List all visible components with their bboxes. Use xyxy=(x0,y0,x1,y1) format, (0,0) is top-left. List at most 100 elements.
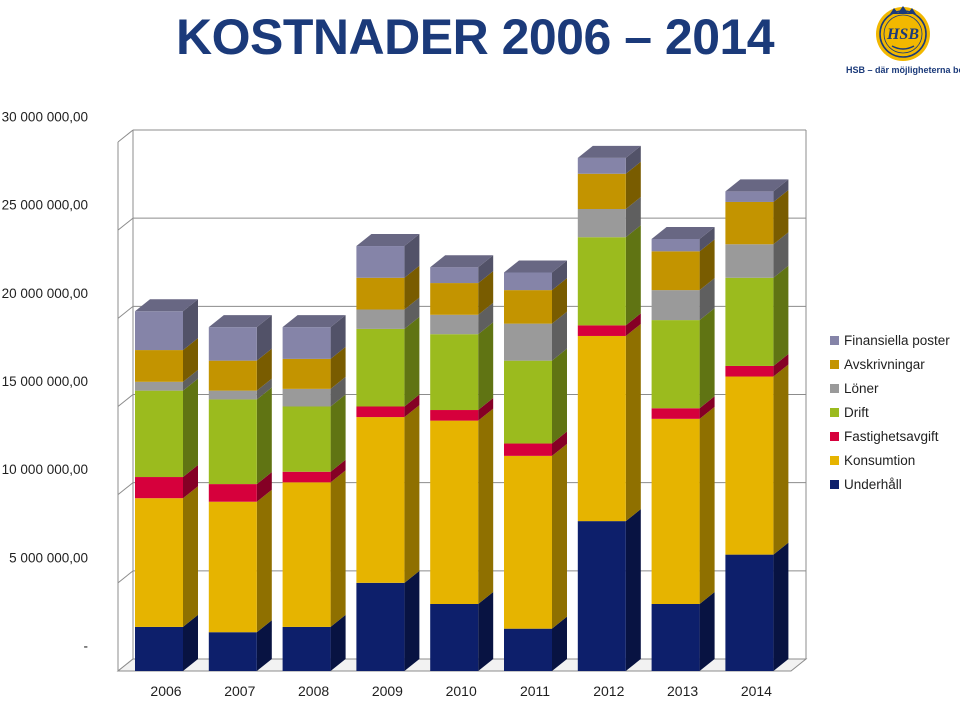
bar-segment-side-drift xyxy=(256,387,272,485)
bar-segment-side-avskrivningar xyxy=(183,338,198,382)
legend-item: Konsumtion xyxy=(830,448,950,472)
bar-segment-side-underh-ll xyxy=(183,614,198,671)
x-tick-label: 2013 xyxy=(667,683,698,699)
bar-segment-side-konsumtion xyxy=(330,470,346,627)
bar-segment-side-finansiella-poster xyxy=(625,145,641,174)
bar-segment-drift-2014 xyxy=(725,277,774,366)
bar-top-2014 xyxy=(725,179,789,192)
bar-segment-side-konsumtion xyxy=(699,406,715,604)
bar-segment-side-finansiella-poster xyxy=(404,234,420,278)
bar-segment-drift-2010 xyxy=(430,334,479,411)
bar-segment-side-underh-ll xyxy=(404,570,420,671)
legend-swatch xyxy=(830,383,839,393)
bar-segment-finansiella-poster-2013 xyxy=(651,238,700,252)
bar-segment-side-avskrivningar xyxy=(773,189,789,245)
bar-segment-side-drift xyxy=(330,394,346,472)
x-tick-label: 2009 xyxy=(372,683,403,699)
y-tick-label: 15 000 000,00 xyxy=(2,374,88,389)
legend-swatch xyxy=(830,407,839,417)
gridline-side xyxy=(117,217,134,231)
legend-swatch xyxy=(830,431,839,441)
bar-segment-side-avskrivningar xyxy=(625,161,641,210)
bar-segment-side-underh-ll xyxy=(625,509,641,671)
bar-segment-side-avskrivningar xyxy=(478,271,494,315)
bar-segment-side-fastighetsavgift xyxy=(552,431,567,456)
bar-segment-side-konsumtion xyxy=(256,489,272,633)
y-tick-label: 5 000 000,00 xyxy=(9,550,88,565)
bar-segment-drift-2013 xyxy=(651,320,700,409)
bar-segment-side-avskrivningar xyxy=(256,348,272,391)
legend-label: Avskrivningar xyxy=(844,356,925,372)
bar-segment-avskrivningar-2011 xyxy=(504,290,552,324)
bar-segment-finansiella-poster-2008 xyxy=(282,327,331,359)
bar-segment-avskrivningar-2009 xyxy=(356,277,405,310)
bar-segment-fastighetsavgift-2010 xyxy=(430,410,479,421)
chart-legend: Finansiella poster Avskrivningar Löner Drif… xyxy=(830,328,950,496)
legend-label: Underhåll xyxy=(844,476,902,492)
bar-segment-underh-ll-2014 xyxy=(725,554,774,671)
bar-segment-side-finansiella-poster xyxy=(552,260,567,291)
y-tick-label: 20 000 000,00 xyxy=(2,286,88,301)
bar-segment-side-l-ner xyxy=(404,297,420,329)
bar-segment-side-konsumtion xyxy=(552,443,567,629)
bar-segment-side-l-ner xyxy=(699,278,715,321)
bar-segment-drift-2011 xyxy=(504,360,552,444)
bar-segment-fastighetsavgift-2007 xyxy=(208,484,257,502)
bar-segment-finansiella-poster-2010 xyxy=(430,267,479,284)
bar-segment-konsumtion-2012 xyxy=(577,335,626,522)
y-tick-label: - xyxy=(84,639,89,654)
bar-segment-konsumtion-2008 xyxy=(282,482,331,627)
bar-segment-side-drift xyxy=(625,225,641,326)
legend-swatch xyxy=(830,359,839,369)
legend-label: Löner xyxy=(844,380,879,396)
gridline-side xyxy=(117,305,134,319)
bar-top-2013 xyxy=(651,226,715,239)
x-tick-label: 2010 xyxy=(446,683,477,699)
bar-segment-avskrivningar-2014 xyxy=(725,201,774,245)
bar-segment-underh-ll-2012 xyxy=(577,521,626,671)
bar-segment-fastighetsavgift-2011 xyxy=(504,443,552,456)
bar-segment-drift-2008 xyxy=(282,406,331,472)
logo-tagline: HSB – där möjligheterna bor xyxy=(846,65,960,75)
gridline-side xyxy=(117,570,134,584)
bar-segment-fastighetsavgift-2012 xyxy=(577,325,626,336)
bar-segment-underh-ll-2010 xyxy=(430,603,479,671)
bar-segment-side-konsumtion xyxy=(773,364,789,555)
bar-segment-side-drift xyxy=(478,322,494,411)
bar-segment-side-drift xyxy=(183,378,198,478)
legend-item: Löner xyxy=(830,376,950,400)
legend-item: Finansiella poster xyxy=(830,328,950,352)
bar-segment-side-finansiella-poster xyxy=(478,255,494,284)
x-tick-label: 2007 xyxy=(224,683,255,699)
bar-segment-side-fastighetsavgift xyxy=(773,353,789,377)
legend-item: Drift xyxy=(830,400,950,424)
bar-segment-side-fastighetsavgift xyxy=(699,396,715,419)
bar-segment-avskrivningar-2013 xyxy=(651,251,700,291)
bar-segment-side-finansiella-poster xyxy=(699,226,715,252)
bar-segment-fastighetsavgift-2008 xyxy=(282,471,331,483)
hsb-logo-emblem: HSB xyxy=(876,6,930,61)
x-tick-label: 2012 xyxy=(593,683,624,699)
bar-top-2011 xyxy=(504,260,567,273)
bar-top-2007 xyxy=(208,315,272,328)
bar-segment-avskrivningar-2010 xyxy=(430,283,479,315)
bar-segment-side-underh-ll xyxy=(773,542,789,671)
bar-segment-side-finansiella-poster xyxy=(773,179,789,202)
bar-segment-side-avskrivningar xyxy=(699,239,715,291)
bar-segment-side-drift xyxy=(699,308,715,409)
legend-label: Konsumtion xyxy=(844,452,916,468)
legend-swatch xyxy=(830,455,839,465)
page-title: KOSTNADER 2006 – 2014 xyxy=(176,9,775,65)
bar-segment-l-ner-2009 xyxy=(356,309,405,329)
legend-label: Fastighetsavgift xyxy=(844,428,939,444)
bar-segment-fastighetsavgift-2014 xyxy=(725,365,774,377)
bar-segment-finansiella-poster-2007 xyxy=(208,327,257,361)
bar-top-2008 xyxy=(282,315,346,328)
legend-label: Finansiella poster xyxy=(844,332,950,348)
bar-segment-side-l-ner xyxy=(256,378,272,400)
legend-item: Fastighetsavgift xyxy=(830,424,950,448)
bar-segment-side-fastighetsavgift xyxy=(256,472,272,502)
x-tick-label: 2006 xyxy=(150,683,181,699)
bar-segment-side-l-ner xyxy=(330,376,346,407)
